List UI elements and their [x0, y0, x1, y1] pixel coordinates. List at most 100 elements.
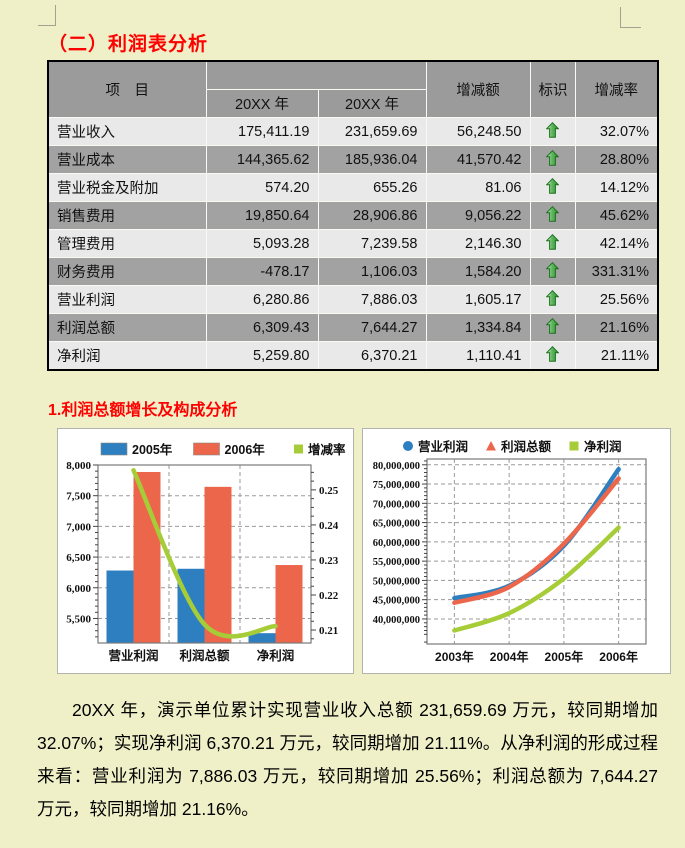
item-cell: 营业利润	[47, 285, 207, 314]
year1-value-cell: 6,309.43	[205, 313, 319, 342]
rate-value-cell: 331.31%	[574, 257, 659, 286]
up-arrow-icon	[545, 121, 560, 138]
svg-text:6,500: 6,500	[66, 552, 91, 564]
rate-value-cell: 21.11%	[574, 341, 659, 371]
section-title: （二）利润表分析	[48, 34, 209, 55]
table-row: 销售费用 19,850.64 28,906.86 9,056.22 45.62%	[47, 201, 659, 230]
year1-value-cell: 5,259.80	[205, 341, 319, 371]
year1-value-cell: 175,411.19	[205, 117, 319, 146]
svg-text:净利润: 净利润	[584, 439, 622, 454]
svg-text:0.21: 0.21	[319, 625, 338, 637]
svg-text:40,000,000: 40,000,000	[373, 615, 420, 626]
profit-bar-combo-chart: 8,000 7,500 7,000 6,500 6,000 5,500 0.25 0.24 0.…	[57, 428, 354, 674]
svg-text:7,500: 7,500	[66, 491, 91, 503]
svg-text:2006年: 2006年	[225, 442, 266, 457]
flag-cell	[529, 313, 576, 342]
change-value-cell: 1,110.41	[425, 341, 531, 371]
year2-value-cell: 28,906.86	[317, 201, 427, 230]
item-cell: 营业税金及附加	[47, 173, 207, 202]
table-row: 财务费用 -478.17 1,106.03 1,584.20 331.31%	[47, 257, 659, 286]
table-row: 营业利润 6,280.86 7,886.03 1,605.17 25.56%	[47, 285, 659, 314]
year2-value-cell: 7,644.27	[317, 313, 427, 342]
svg-text:0.23: 0.23	[319, 555, 339, 567]
svg-text:利润总额: 利润总额	[501, 439, 552, 454]
svg-text:55,000,000: 55,000,000	[373, 557, 420, 568]
svg-text:营业利润: 营业利润	[108, 648, 158, 663]
year2-value-cell: 185,936.04	[317, 145, 427, 174]
year2-value-cell: 231,659.69	[317, 117, 427, 146]
svg-text:75,000,000: 75,000,000	[373, 480, 420, 491]
svg-text:0.22: 0.22	[319, 590, 339, 602]
change-value-cell: 9,056.22	[425, 201, 531, 230]
col-header-flag: 标识	[529, 60, 576, 118]
svg-text:2006年: 2006年	[599, 649, 638, 664]
svg-text:0.25: 0.25	[319, 485, 339, 497]
year2-value-cell: 7,239.58	[317, 229, 427, 258]
up-arrow-icon	[545, 233, 560, 250]
year2-value-cell: 7,886.03	[317, 285, 427, 314]
col-header-rate: 增减率	[574, 60, 659, 118]
col-header-change: 增减额	[425, 60, 531, 118]
change-value-cell: 2,146.30	[425, 229, 531, 258]
year1-value-cell: 574.20	[205, 173, 319, 202]
svg-text:65,000,000: 65,000,000	[373, 519, 420, 530]
svg-text:营业利润: 营业利润	[418, 439, 468, 454]
year1-value-cell: 6,280.86	[205, 285, 319, 314]
trend-line-chart-svg: 80,000,000 75,000,000 70,000,000 65,000,000…	[373, 439, 647, 664]
bar-combo-chart-svg: 8,000 7,500 7,000 6,500 6,000 5,500 0.25 0.24 0.…	[66, 442, 346, 663]
item-cell: 财务费用	[47, 257, 207, 286]
up-arrow-icon	[545, 177, 560, 194]
flag-cell	[529, 173, 576, 202]
svg-text:增减率: 增减率	[308, 442, 346, 457]
rate-value-cell: 32.07%	[574, 117, 659, 146]
col-header-year1: 20XX 年	[205, 89, 319, 118]
table-row: 营业税金及附加 574.20 655.26 81.06 14.12%	[47, 173, 659, 202]
year1-value-cell: 19,850.64	[205, 201, 319, 230]
rate-value-cell: 45.62%	[574, 201, 659, 230]
flag-cell	[529, 229, 576, 258]
item-cell: 销售费用	[47, 201, 207, 230]
up-arrow-icon	[545, 205, 560, 222]
year1-value-cell: -478.17	[205, 257, 319, 286]
rate-value-cell: 28.80%	[574, 145, 659, 174]
rate-value-cell: 25.56%	[574, 285, 659, 314]
table-row: 营业收入 175,411.19 231,659.69 56,248.50 32.07%	[47, 117, 659, 146]
profit-trend-line-chart: 80,000,000 75,000,000 70,000,000 65,000,000…	[362, 428, 671, 674]
page-margin-mark-top-right	[620, 7, 641, 28]
svg-text:0.24: 0.24	[319, 520, 339, 532]
svg-text:2003年: 2003年	[435, 649, 474, 664]
subsection-heading: 1.利润总额增长及构成分析	[48, 402, 238, 419]
up-arrow-icon	[545, 289, 560, 306]
table-row: 管理费用 5,093.28 7,239.58 2,146.30 42.14%	[47, 229, 659, 258]
year2-value-cell: 1,106.03	[317, 257, 427, 286]
flag-cell	[529, 201, 576, 230]
svg-text:80,000,000: 80,000,000	[373, 461, 420, 472]
profit-table-body: 营业收入 175,411.19 231,659.69 56,248.50 32.07% 营…	[47, 117, 659, 371]
col-header-year2: 20XX 年	[317, 89, 427, 118]
table-row: 利润总额 6,309.43 7,644.27 1,334.84 21.16%	[47, 313, 659, 342]
change-value-cell: 1,584.20	[425, 257, 531, 286]
change-value-cell: 1,605.17	[425, 285, 531, 314]
rate-value-cell: 21.16%	[574, 313, 659, 342]
svg-text:6,000: 6,000	[66, 583, 91, 595]
year1-value-cell: 5,093.28	[205, 229, 319, 258]
analysis-paragraph: 20XX 年，演示单位累计实现营业收入总额 231,659.69 万元，较同期增…	[37, 700, 658, 819]
change-value-cell: 81.06	[425, 173, 531, 202]
change-value-cell: 56,248.50	[425, 117, 531, 146]
svg-text:2004年: 2004年	[490, 649, 529, 664]
svg-text:8,000: 8,000	[66, 460, 91, 472]
item-cell: 净利润	[47, 341, 207, 371]
flag-cell	[529, 285, 576, 314]
col-header-item: 项 目	[47, 60, 207, 118]
flag-cell	[529, 257, 576, 286]
flag-cell	[529, 145, 576, 174]
svg-text:70,000,000: 70,000,000	[373, 499, 420, 510]
svg-text:50,000,000: 50,000,000	[373, 576, 420, 587]
col-header-years-group	[205, 60, 427, 90]
page-margin-mark-top-left	[38, 5, 56, 26]
profit-analysis-table: 项 目 增减额 标识 增减率 20XX 年 20XX 年 营业收入 175,411…	[47, 60, 659, 371]
up-arrow-icon	[545, 261, 560, 278]
svg-text:净利润: 净利润	[257, 648, 295, 663]
svg-text:45,000,000: 45,000,000	[373, 596, 420, 607]
item-cell: 营业成本	[47, 145, 207, 174]
